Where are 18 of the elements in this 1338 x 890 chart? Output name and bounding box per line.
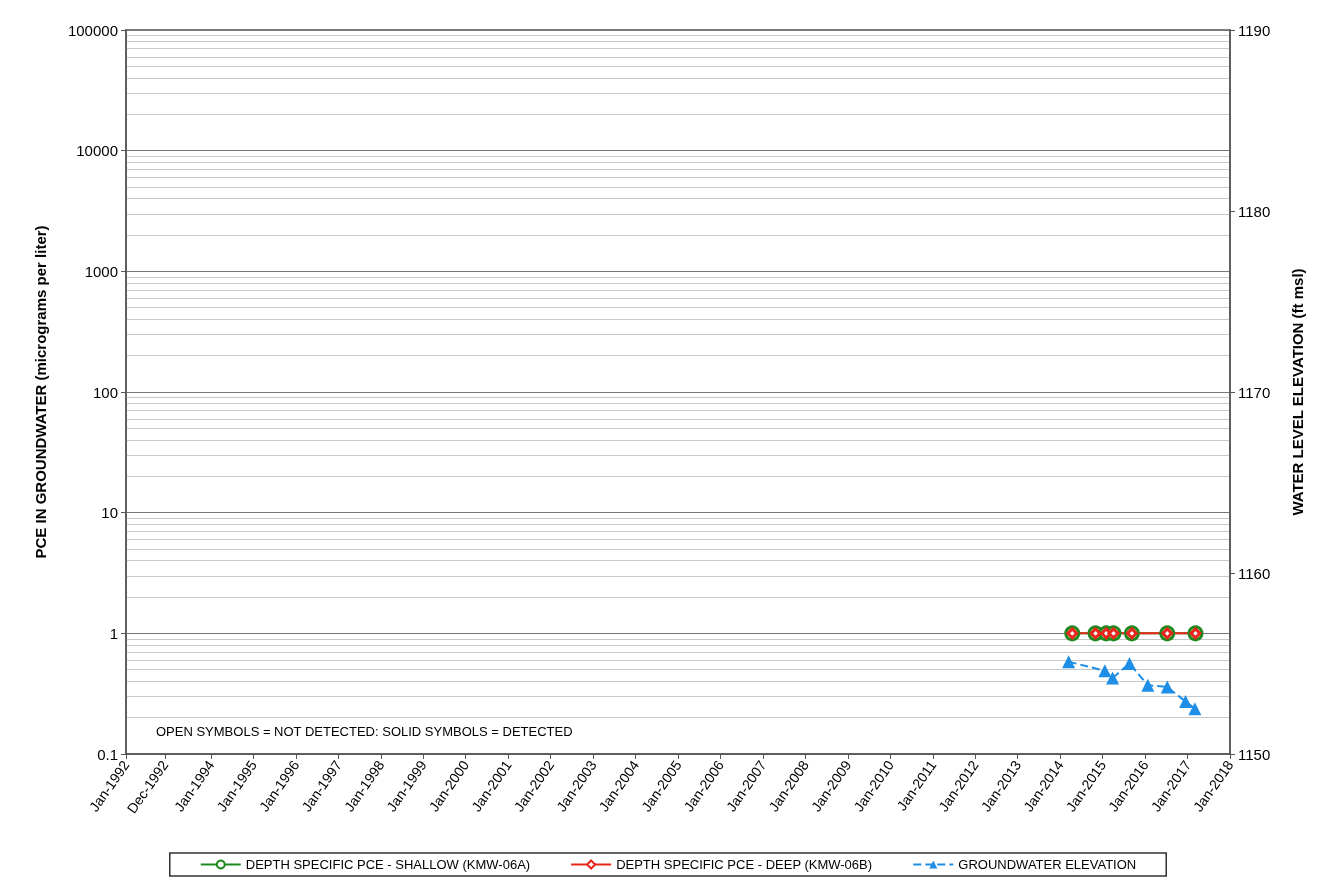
y2-axis-title: WATER LEVEL ELEVATION (ft msl): [1289, 268, 1306, 516]
y2-tick-label: 1160: [1238, 564, 1271, 582]
y-axis-title: PCE IN GROUNDWATER (micrograms per liter): [32, 225, 49, 559]
legend-label: DEPTH SPECIFIC PCE - DEEP (KMW-06B): [616, 857, 873, 872]
y-tick-label: 100: [92, 383, 118, 401]
y2-tick-label: 1170: [1238, 383, 1271, 401]
y2-tick-label: 1190: [1238, 21, 1271, 39]
y-tick-label: 1000: [84, 262, 118, 280]
y-tick-label: 10000: [76, 142, 118, 160]
y2-tick-label: 1150: [1238, 745, 1271, 763]
y-tick-label: 1: [109, 624, 118, 642]
legend-label: GROUNDWATER ELEVATION: [958, 857, 1137, 872]
y-tick-label: 10: [101, 504, 118, 522]
legend-label: DEPTH SPECIFIC PCE - SHALLOW (KMW-06A): [245, 857, 531, 872]
y-tick-label: 0.1: [97, 745, 118, 763]
y2-tick-label: 1180: [1238, 202, 1271, 220]
annotation: OPEN SYMBOLS = NOT DETECTED: SOLID SYMBOLS = DETECTED: [156, 724, 573, 739]
y-tick-label: 100000: [67, 21, 118, 39]
